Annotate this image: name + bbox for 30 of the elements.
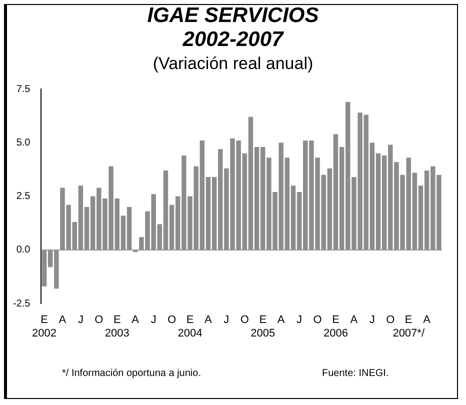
x-tick-label: A [423,314,432,326]
y-tick-label: 7.5 [16,84,31,95]
x-tick-label: J [78,314,84,326]
text: */ Información oportuna a junio. [62,368,201,379]
chart-subtitle: (Variación real anual) [152,54,314,74]
x-tick-label: A [204,314,213,326]
x-tick-label: J [369,314,375,326]
y-tick-label: 5.0 [16,137,31,148]
x-tick-label: J [150,314,156,326]
x-tick-label: O [386,314,396,326]
x-tick-label: E 2002 [32,314,57,340]
x-tick-label: J [224,314,230,326]
chart-title: IGAE SERVICIOS 2002-2007 [146,4,320,52]
x-tick-label: A [58,314,67,326]
x-tick-label: O [240,314,250,326]
y-tick-label: -2.5 [12,298,31,310]
x-tick-label: O [94,314,104,326]
x-tick-label: J [296,314,302,326]
x-tick-label: A [277,314,286,326]
x-tick-label: O [168,314,177,326]
x-tick-label: E 2004 [178,314,202,340]
x-tick-label: E 2006 [323,314,348,340]
source-note: Fuente: INEGI. [322,368,389,379]
x-tick-label: O [313,314,322,326]
x-tick-label: A [132,314,140,326]
y-tick-label: 2.5 [16,191,31,202]
x-tick-label: E 2005 [250,314,276,340]
y-tick-label: 0.0 [16,244,31,256]
x-tick-label: A [350,314,358,326]
x-tick-label: E 2003 [104,314,130,340]
